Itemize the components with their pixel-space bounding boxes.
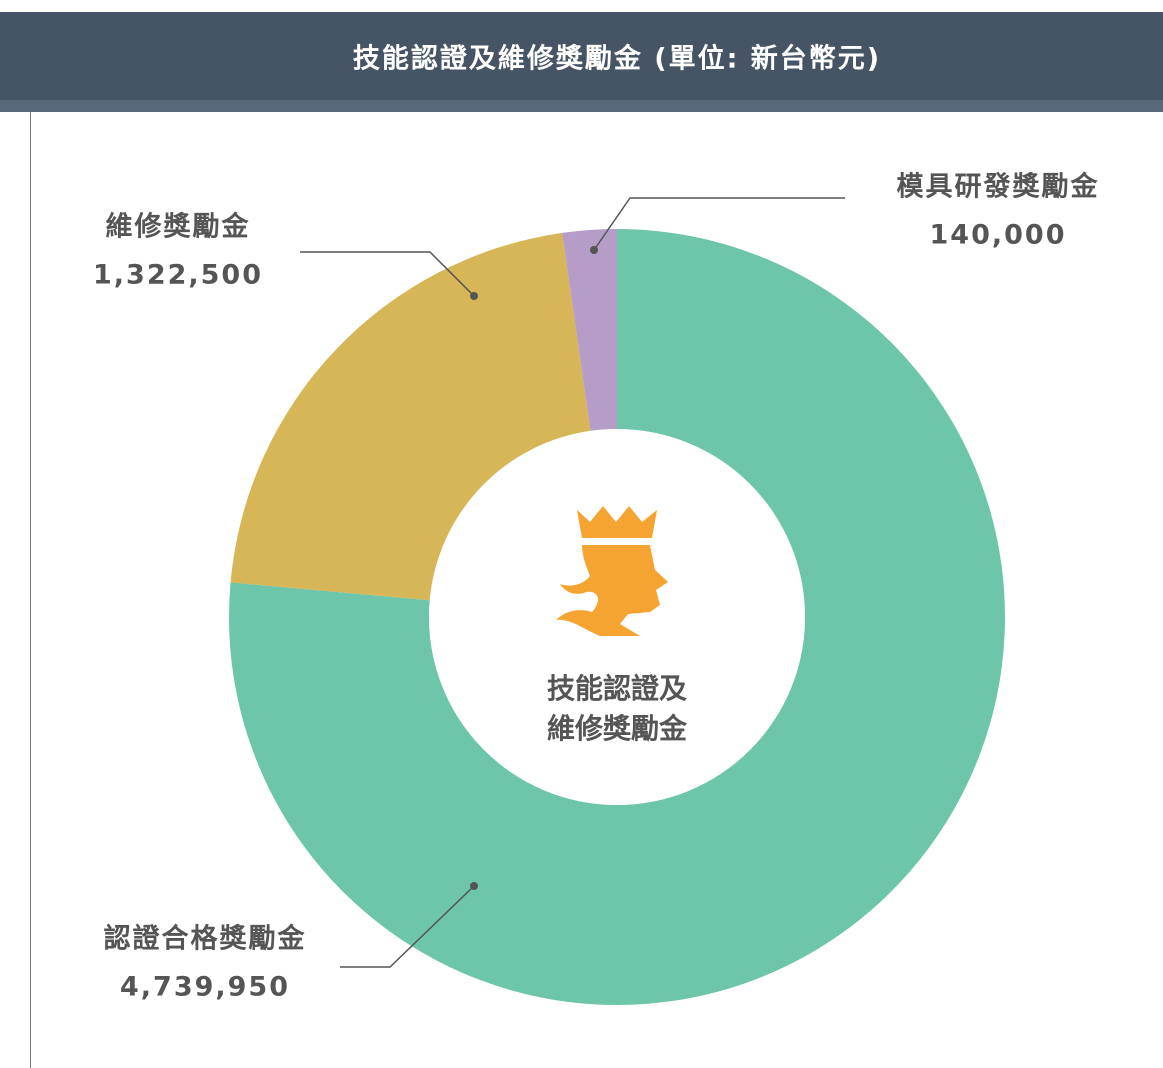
leader-dot (470, 292, 478, 300)
slice-value: 140,000 (930, 220, 1067, 251)
slice (562, 229, 617, 431)
slice (230, 232, 591, 601)
leader-line (300, 251, 475, 297)
leader-dot (590, 246, 598, 254)
slice-label: 模具研發獎勵金 (897, 171, 1100, 203)
crown (577, 506, 657, 538)
header-bar (0, 12, 1163, 100)
king-head (556, 545, 668, 636)
leader-line (340, 885, 475, 968)
leader-line (593, 197, 845, 251)
header-strip (0, 100, 1163, 112)
slice-label: 維修獎勵金 (106, 211, 251, 243)
slice-value: 1,322,500 (93, 260, 263, 291)
slice-label: 認證合格獎勵金 (104, 923, 307, 955)
center-text: 技能認證及 (547, 672, 687, 705)
slice (228, 229, 1006, 1005)
slice-value: 4,739,950 (120, 972, 290, 1003)
crown-icon (556, 506, 668, 636)
labels: 認證合格獎勵金 4,739,950 維修獎勵金 1,322,500 模具研發獎勵金 140… (93, 171, 1100, 1003)
chart-title: 技能認證及維修獎勵金 (單位: 新台幣元) (353, 43, 881, 75)
slices (228, 229, 1006, 1005)
leader-dot (470, 882, 478, 890)
center-text: 維修獎勵金 (547, 712, 688, 745)
